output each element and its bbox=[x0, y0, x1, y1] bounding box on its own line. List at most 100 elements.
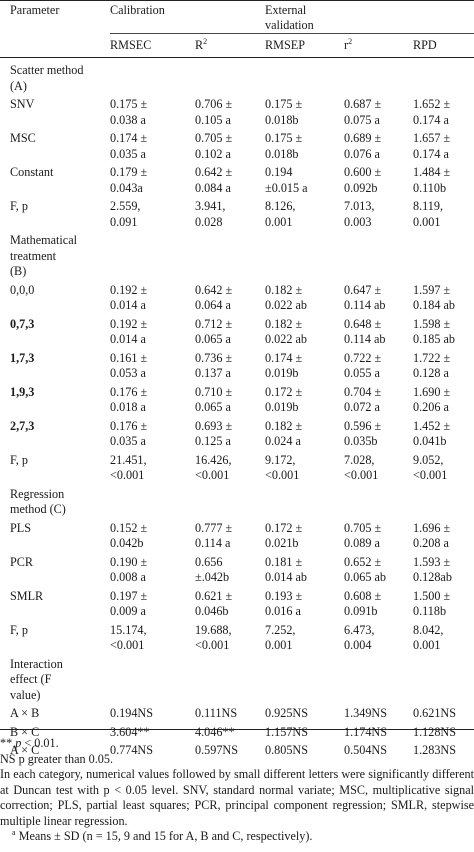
table-cell: 0.009 a bbox=[110, 604, 146, 618]
table-cell: 0.805NS bbox=[265, 743, 309, 757]
table-cell: 0.704 ± bbox=[344, 384, 382, 399]
table-cell: 0.175 ± bbox=[265, 131, 303, 145]
table-cell: 0.774NS bbox=[110, 743, 154, 757]
table-notes: ** p < 0.01. NS p greater than 0.05. In … bbox=[0, 736, 474, 845]
table-cell: 7.028, bbox=[344, 452, 375, 467]
table-cell: 0.102 a bbox=[195, 146, 231, 161]
table-cell: 16.426, bbox=[195, 452, 232, 467]
table-cell: 0.193 ± bbox=[265, 588, 303, 603]
row-label: 0,7,3 bbox=[10, 316, 35, 331]
table-cell: 0.091 bbox=[110, 214, 138, 229]
table-cell: 0.705 ± bbox=[195, 131, 233, 145]
table-cell: 0.075 a bbox=[344, 112, 380, 127]
table-cell: 0.181 ± bbox=[265, 554, 303, 569]
header-rpd: RPD bbox=[413, 38, 437, 52]
table-cell: 0.035b bbox=[344, 434, 378, 448]
table-cell: <0.001 bbox=[110, 638, 145, 652]
table-cell: 0.084 a bbox=[195, 180, 231, 195]
header-r2-validation: r2 bbox=[344, 36, 353, 52]
table-cell: 7.252, bbox=[265, 622, 296, 637]
row-label: Regression bbox=[10, 486, 65, 501]
table-cell: 0.089 a bbox=[344, 536, 380, 550]
row-label: 2,7,3 bbox=[10, 418, 35, 433]
top-rule bbox=[0, 0, 474, 1]
table-cell: 0.182 ± bbox=[265, 316, 303, 331]
table-cell: 0.642 ± bbox=[195, 165, 233, 179]
table-cell: 0.019b bbox=[265, 366, 299, 380]
table-cell: 0.597NS bbox=[195, 743, 239, 757]
table-cell: 0.192 ± bbox=[110, 282, 148, 297]
table-cell: 0.206 a bbox=[413, 400, 449, 414]
table-cell: 0.648 ± bbox=[344, 316, 382, 331]
table-cell: 0.065 a bbox=[195, 400, 231, 414]
table-cell: 0.174 a bbox=[413, 146, 449, 161]
table-cell: 1.157NS bbox=[265, 724, 309, 739]
row-label: PCR bbox=[10, 554, 34, 569]
table-cell: 0.621 ± bbox=[195, 588, 233, 603]
table-cell: 0.128 a bbox=[413, 366, 449, 380]
header-parameter: Parameter bbox=[10, 3, 60, 17]
table-cell: 0.175 ± bbox=[110, 97, 148, 111]
table-cell: 1.174NS bbox=[344, 724, 388, 739]
table-cell: 0.190 ± bbox=[110, 554, 148, 569]
table-cell: 0.018b bbox=[265, 146, 299, 161]
table-cell: 0.137 a bbox=[195, 366, 231, 380]
row-label: 0,0,0 bbox=[10, 282, 35, 297]
row-label: Constant bbox=[10, 165, 54, 179]
table-cell: 0.712 ± bbox=[195, 316, 233, 331]
table-cell: 0.192 ± bbox=[110, 316, 148, 331]
table-cell: 0.925NS bbox=[265, 706, 309, 720]
table-cell: ±0.015 a bbox=[265, 180, 308, 195]
table-cell: 1.652 ± bbox=[413, 97, 451, 111]
table-cell: 0.110b bbox=[413, 180, 447, 195]
table-cell: 0.004 bbox=[344, 638, 372, 652]
table-cell: 0.035 a bbox=[110, 146, 146, 161]
table-cell: 1.128NS bbox=[413, 724, 457, 739]
table-cell: 0.105 a bbox=[195, 112, 231, 127]
row-label: Mathematical bbox=[10, 233, 78, 247]
table-cell: 1.452 ± bbox=[413, 418, 451, 433]
header-bottom-rule bbox=[0, 57, 474, 58]
table-cell: 21.451, bbox=[110, 452, 147, 467]
row-label: (A) bbox=[10, 78, 27, 93]
table-cell: 0.161 ± bbox=[110, 350, 148, 365]
table-cell: 0.022 ab bbox=[265, 298, 307, 312]
table-cell: 0.176 ± bbox=[110, 384, 148, 399]
row-label: effect (F bbox=[10, 672, 52, 686]
table-cell: 2.559, bbox=[110, 199, 141, 213]
table-cell: 0.128ab bbox=[413, 570, 452, 584]
table-cell: 0.705 ± bbox=[344, 520, 382, 535]
table-cell: <0.001 bbox=[110, 468, 145, 482]
table-cell: 1.500 ± bbox=[413, 588, 451, 603]
table-cell: 0.152 ± bbox=[110, 520, 148, 535]
table-cell: 1.722 ± bbox=[413, 350, 451, 365]
table-cell: 0.693 ± bbox=[195, 418, 233, 433]
table-cell: 1.696 ± bbox=[413, 520, 451, 535]
header-subrule bbox=[110, 33, 474, 34]
table-cell: 0.001 bbox=[265, 638, 293, 652]
table-cell: 19.688, bbox=[195, 622, 232, 637]
table-cell: 0.008 a bbox=[110, 570, 146, 584]
row-label: A × C bbox=[10, 743, 40, 757]
table-cell: 0.736 ± bbox=[195, 350, 233, 365]
table-cell: 0.608 ± bbox=[344, 588, 382, 603]
table-cell: 0.041b bbox=[413, 434, 447, 448]
table-cell: <0.001 bbox=[413, 468, 448, 482]
table-cell: 0.172 ± bbox=[265, 520, 303, 535]
table-cell: 8.126, bbox=[265, 199, 296, 213]
table-cell: 0.014 a bbox=[110, 332, 146, 346]
row-label: F, p bbox=[10, 199, 28, 213]
table-cell: 0.014 ab bbox=[265, 570, 307, 584]
table-cell: 0.043a bbox=[110, 180, 143, 195]
note-ns: NS p greater than 0.05. bbox=[0, 751, 114, 766]
table-cell: 0.175 ± bbox=[265, 97, 303, 111]
table-cell: 0.035 a bbox=[110, 434, 146, 448]
header-r2: R2 bbox=[195, 36, 208, 52]
table-cell: 0.182 ± bbox=[265, 418, 303, 433]
table-cell: 0.065 a bbox=[195, 332, 231, 346]
table-cell: 0.042b bbox=[110, 536, 144, 550]
table-cell: 0.174 a bbox=[413, 112, 449, 127]
table-cell: 0.176 ± bbox=[110, 418, 148, 433]
table-cell: 0.114 ab bbox=[344, 298, 386, 312]
